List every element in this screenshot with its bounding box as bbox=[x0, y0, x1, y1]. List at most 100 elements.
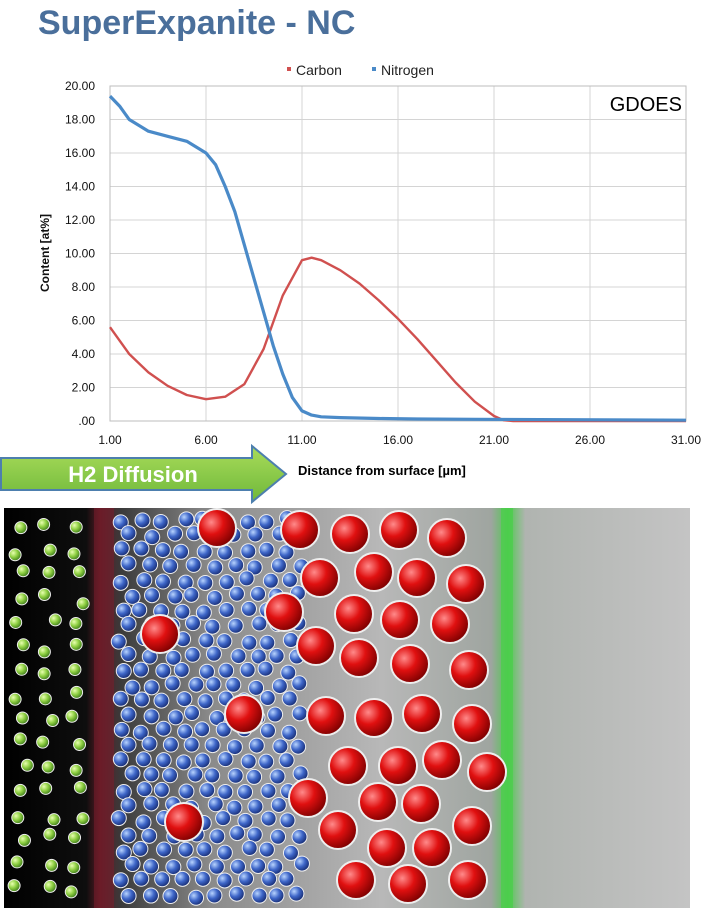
nitrogen-atom bbox=[112, 690, 129, 707]
nitrogen-atom bbox=[258, 541, 275, 558]
hydrogen-molecule bbox=[69, 763, 83, 777]
nitrogen-atom bbox=[110, 810, 127, 827]
y-tick-label: 4.00 bbox=[72, 347, 96, 361]
nitrogen-atom bbox=[196, 841, 213, 858]
hydrogen-molecule bbox=[15, 592, 29, 606]
legend-label-carbon: Carbon bbox=[296, 62, 342, 78]
nitrogen-atom bbox=[251, 887, 268, 904]
nitrogen-atom bbox=[282, 844, 299, 861]
hydrogen-molecule bbox=[39, 781, 53, 795]
nitrogen-atom bbox=[183, 736, 200, 753]
nitrogen-atom bbox=[215, 810, 232, 827]
nitrogen-atom bbox=[225, 676, 242, 693]
nitrogen-atom bbox=[278, 544, 295, 561]
nitrogen-atom bbox=[165, 859, 182, 876]
nitrogen-atom bbox=[262, 572, 279, 589]
nitrogen-atom bbox=[143, 858, 160, 875]
hydrogen-molecule bbox=[76, 812, 90, 826]
nitrogen-atom bbox=[120, 797, 137, 814]
nitrogen-atom bbox=[226, 799, 243, 816]
carbon-atom bbox=[334, 594, 374, 634]
carbon-atom bbox=[379, 510, 419, 550]
nitrogen-atom bbox=[241, 634, 258, 651]
hydrogen-molecule bbox=[73, 737, 87, 751]
carbon-atom bbox=[300, 558, 340, 598]
nitrogen-atom bbox=[207, 559, 224, 576]
nitrogen-atom bbox=[143, 679, 160, 696]
nitrogen-atom bbox=[132, 840, 149, 857]
nitrogen-atom bbox=[194, 721, 211, 738]
nitrogen-atom bbox=[133, 870, 150, 887]
nitrogen-atom bbox=[133, 661, 150, 678]
carbon-atom bbox=[306, 696, 346, 736]
nitrogen-atom bbox=[241, 840, 258, 857]
nitrogen-atom bbox=[177, 841, 194, 858]
hydrogen-molecule bbox=[38, 692, 52, 706]
nitrogen-atom bbox=[281, 571, 298, 588]
nitrogen-atom bbox=[250, 648, 267, 665]
nitrogen-atom bbox=[135, 814, 152, 831]
nitrogen-atom bbox=[239, 514, 256, 531]
nitrogen-atom bbox=[230, 858, 247, 875]
x-tick-labels: 1.00 6.00 11.00 16.00 21.00 26.00 31.00 bbox=[98, 433, 701, 446]
nitrogen-atom bbox=[239, 661, 256, 678]
hydrogen-molecule bbox=[36, 735, 50, 749]
nitrogen-atom bbox=[218, 601, 235, 618]
nitrogen-atom bbox=[194, 752, 211, 769]
nitrogen-atom bbox=[215, 721, 232, 738]
x-axis-label: Distance from surface [µm] bbox=[298, 463, 466, 478]
carbon-atom bbox=[388, 864, 428, 904]
hydrogen-molecule bbox=[10, 855, 24, 869]
nitrogen-atom bbox=[135, 751, 152, 768]
hydrogen-molecule bbox=[43, 827, 57, 841]
chart-series bbox=[108, 94, 687, 423]
nitrogen-atom bbox=[228, 585, 245, 602]
hydrogen-molecule bbox=[68, 663, 82, 677]
hydrogen-molecule bbox=[48, 613, 62, 627]
nitrogen-atom bbox=[155, 752, 172, 769]
nitrogen-atom bbox=[131, 601, 148, 618]
carbon-atom bbox=[339, 638, 379, 678]
nitrogen-atom bbox=[194, 870, 211, 887]
nitrogen-atom bbox=[218, 574, 235, 591]
hydrogen-molecule bbox=[37, 645, 51, 659]
nitrogen-atom bbox=[281, 690, 298, 707]
carbon-atom bbox=[336, 860, 376, 900]
nitrogen-atom bbox=[162, 888, 179, 905]
carbon-atom bbox=[430, 604, 470, 644]
y-tick-label: 20.00 bbox=[65, 79, 95, 93]
hydrogen-molecule bbox=[72, 565, 86, 579]
nitrogen-atom bbox=[260, 810, 277, 827]
hydrogen-molecule bbox=[13, 783, 27, 797]
nitrogen-atom bbox=[162, 767, 179, 784]
nitrogen-atom bbox=[142, 556, 159, 573]
x-tick-label: 26.00 bbox=[575, 433, 605, 446]
nitrogen-atom bbox=[112, 872, 129, 889]
nitrogen-atom bbox=[154, 573, 171, 590]
hydrogen-molecule bbox=[69, 617, 83, 631]
nitrogen-atom bbox=[134, 512, 151, 529]
nitrogen-atom bbox=[143, 795, 160, 812]
nitrogen-atom bbox=[199, 782, 216, 799]
nitrogen-atom bbox=[115, 844, 132, 861]
diffusion-micrograph bbox=[4, 508, 690, 908]
carbon-atom bbox=[448, 860, 488, 900]
nitrogen-atom bbox=[228, 885, 245, 902]
gdoes-annotation: GDOES bbox=[610, 94, 682, 116]
hydrogen-molecule bbox=[73, 780, 87, 794]
legend-marker-nitrogen bbox=[372, 67, 376, 71]
nitrogen-atom bbox=[143, 708, 160, 725]
y-tick-label: 12.00 bbox=[65, 213, 95, 227]
hydrogen-molecule bbox=[42, 565, 56, 579]
nitrogen-atom bbox=[240, 753, 257, 770]
carbon-atom bbox=[390, 644, 430, 684]
nitrogen-atom bbox=[206, 887, 223, 904]
nitrogen-atom bbox=[173, 543, 190, 560]
nitrogen-atom bbox=[237, 783, 254, 800]
nitrogen-atom bbox=[141, 827, 158, 844]
legend-label-nitrogen: Nitrogen bbox=[381, 62, 434, 78]
nitrogen-atom bbox=[177, 723, 194, 740]
carbon-atom bbox=[378, 746, 418, 786]
y-tick-label: 16.00 bbox=[65, 146, 95, 160]
nitrogen-atom bbox=[248, 737, 265, 754]
